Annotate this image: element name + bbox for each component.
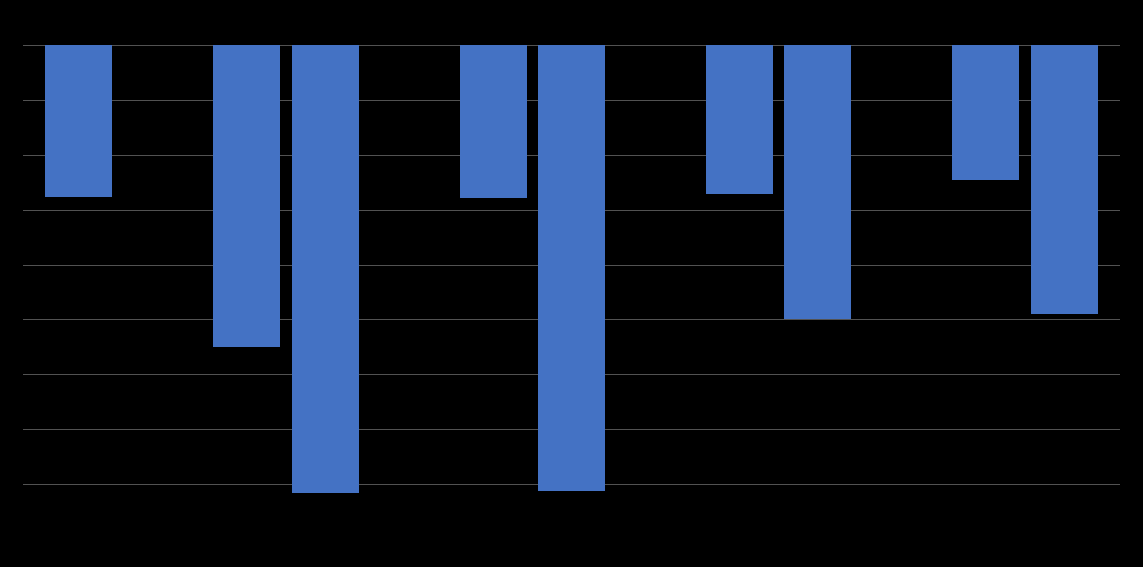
Bar: [784, 45, 852, 319]
Bar: [538, 45, 605, 491]
Bar: [706, 45, 773, 194]
Bar: [46, 45, 112, 197]
Bar: [1031, 45, 1097, 315]
Bar: [952, 45, 1020, 180]
Bar: [291, 45, 359, 493]
Bar: [214, 45, 280, 347]
Bar: [459, 45, 527, 198]
